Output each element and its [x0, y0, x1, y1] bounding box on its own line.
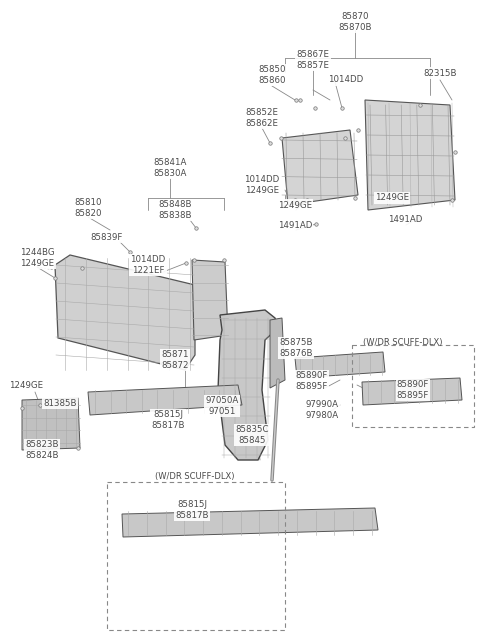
Text: 97990A
97980A: 97990A 97980A — [305, 400, 338, 420]
Text: 85848B
85838B: 85848B 85838B — [158, 200, 192, 220]
Text: 85839F: 85839F — [91, 233, 123, 241]
Bar — [352, 345, 474, 427]
Text: 1491AD: 1491AD — [278, 222, 312, 231]
Polygon shape — [88, 385, 242, 415]
Text: 1244BG
1249GE: 1244BG 1249GE — [20, 248, 54, 268]
Polygon shape — [270, 318, 285, 388]
Text: 85871
85872: 85871 85872 — [161, 350, 189, 369]
Text: 85835C
85845: 85835C 85845 — [235, 426, 269, 445]
Polygon shape — [362, 378, 462, 405]
Text: (W/DR SCUFF-DLX): (W/DR SCUFF-DLX) — [155, 473, 235, 482]
Text: 1014DD
1221EF: 1014DD 1221EF — [131, 255, 166, 275]
Text: 85890F
85895F: 85890F 85895F — [296, 371, 328, 390]
Polygon shape — [192, 260, 228, 340]
Polygon shape — [22, 398, 80, 450]
Text: 85890F
85895F: 85890F 85895F — [397, 380, 429, 399]
Text: 85850
85860: 85850 85860 — [258, 66, 286, 85]
Text: 1249GE: 1249GE — [9, 380, 43, 389]
Text: 1491AD: 1491AD — [388, 215, 422, 224]
Polygon shape — [122, 508, 378, 537]
Text: 85823B
85824B: 85823B 85824B — [25, 440, 59, 460]
Text: 82315B: 82315B — [423, 69, 457, 78]
Text: 97050A
97051: 97050A 97051 — [205, 396, 239, 416]
Text: 85841A
85830A: 85841A 85830A — [153, 159, 187, 178]
Text: 85867E
85857E: 85867E 85857E — [297, 50, 329, 69]
Text: 85870
85870B: 85870 85870B — [338, 12, 372, 32]
Text: 1249GE: 1249GE — [278, 201, 312, 210]
Text: 1014DD: 1014DD — [328, 76, 363, 85]
Text: 85810
85820: 85810 85820 — [74, 198, 102, 218]
Polygon shape — [55, 255, 195, 370]
Text: 85815J
85817B: 85815J 85817B — [151, 410, 185, 430]
Polygon shape — [218, 310, 278, 460]
Text: 81385B: 81385B — [43, 399, 77, 408]
Text: 85852E
85862E: 85852E 85862E — [245, 108, 278, 127]
Text: 85815J
85817B: 85815J 85817B — [175, 500, 209, 520]
Bar — [107, 482, 285, 630]
Text: 1014DD
1249GE: 1014DD 1249GE — [244, 175, 280, 195]
Polygon shape — [282, 130, 358, 205]
Polygon shape — [295, 352, 385, 378]
Polygon shape — [365, 100, 455, 210]
Text: (W/DR SCUFF-DLX): (W/DR SCUFF-DLX) — [363, 338, 443, 347]
Text: 1249GE: 1249GE — [375, 194, 409, 203]
Text: 85875B
85876B: 85875B 85876B — [279, 338, 313, 358]
